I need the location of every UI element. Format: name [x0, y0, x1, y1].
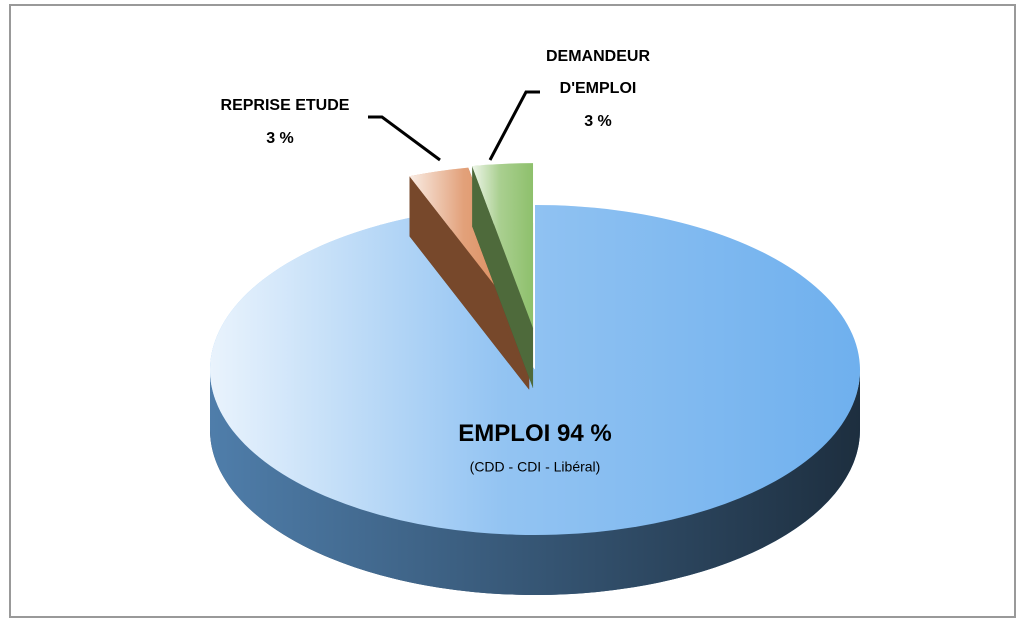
value-label: 3 % [266, 130, 294, 147]
leader-line [488, 90, 540, 161]
slice-highlight [209, 205, 860, 536]
category-label: EMPLOI [458, 420, 550, 447]
value-label: 3 % [584, 113, 612, 130]
annotation: (CDD - CDI - Libéral) [470, 459, 601, 475]
value-label: 94 % [557, 420, 612, 447]
slice-wall [409, 176, 530, 390]
pie [209, 163, 860, 595]
slice-highlight [472, 163, 534, 329]
slice-wall [472, 166, 534, 389]
slice-side-shade [210, 370, 860, 595]
category-label: DEMANDEUR D'EMPLOI [546, 48, 650, 97]
category-label: REPRISE ETUDE [221, 97, 350, 114]
leader-line [368, 115, 441, 162]
slice-label: EMPLOI 94 % [458, 420, 611, 447]
labels: EMPLOI 94 % (CDD - CDI - Libéral) REPRISE … [221, 48, 651, 474]
